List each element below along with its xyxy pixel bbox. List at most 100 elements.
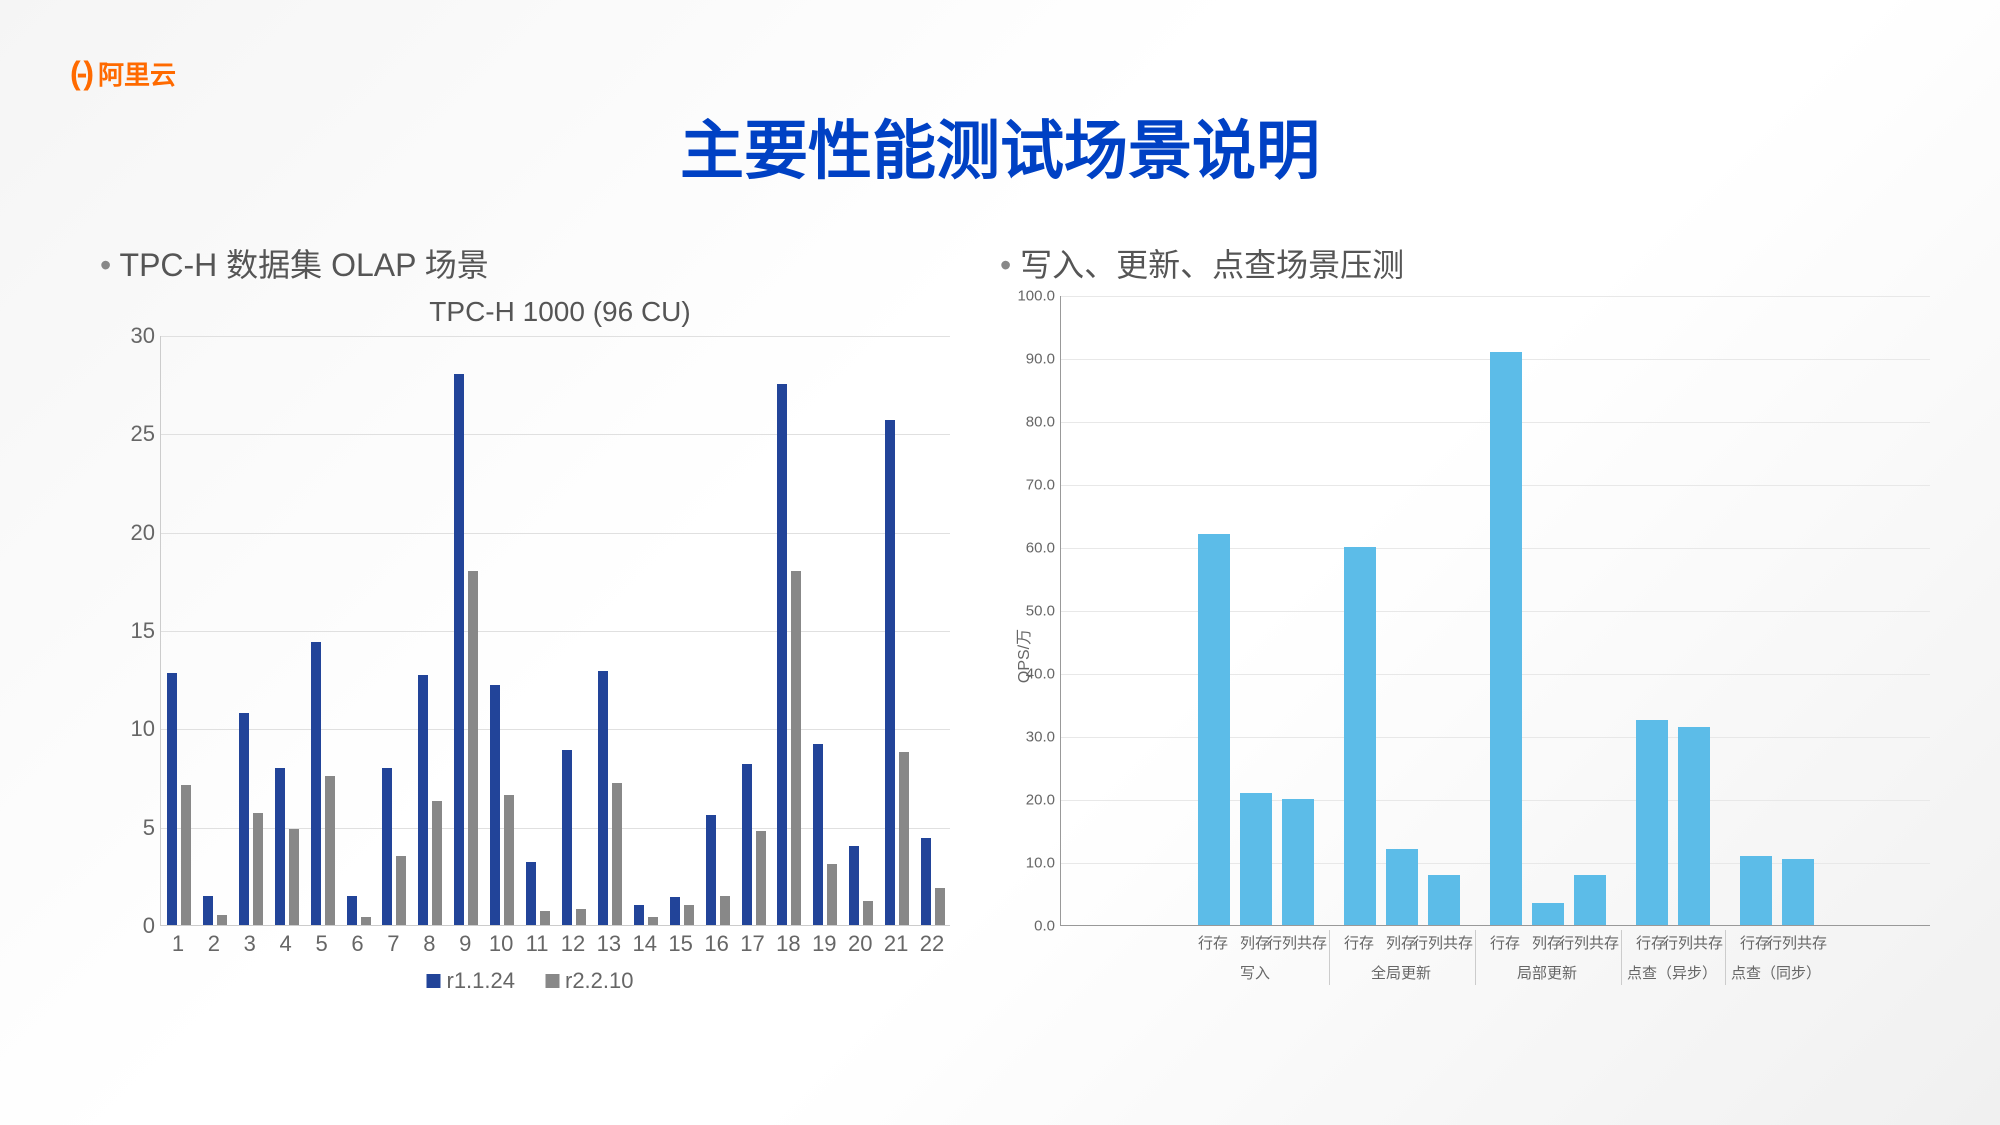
bar — [742, 764, 752, 925]
x-tick: 20 — [848, 931, 872, 957]
bar — [1532, 903, 1564, 925]
right-section: 写入、更新、点查场景压测 QPS/万 0.010.020.030.040.050… — [1000, 240, 1940, 1016]
bar — [562, 750, 572, 925]
left-bullet: TPC-H 数据集 OLAP 场景 — [100, 240, 960, 286]
x-tick: 5 — [315, 931, 327, 957]
tpch-chart: r1.1.24 r2.2.10 051015202530123456789101… — [100, 336, 960, 966]
x-tick: 17 — [740, 931, 764, 957]
bar — [670, 897, 680, 925]
bar — [275, 768, 285, 925]
y-tick: 0 — [100, 913, 155, 939]
y-tick: 70.0 — [1010, 477, 1055, 494]
bar — [899, 752, 909, 925]
bar — [217, 915, 227, 925]
x-tick: 14 — [633, 931, 657, 957]
bar — [1636, 720, 1668, 925]
bar — [468, 571, 478, 925]
y-tick: 40.0 — [1010, 666, 1055, 683]
x-group-label: 局部更新 — [1517, 962, 1577, 983]
bar — [684, 905, 694, 925]
x-group-label: 写入 — [1240, 962, 1270, 983]
y-tick: 0.0 — [1010, 918, 1055, 935]
y-tick: 10.0 — [1010, 855, 1055, 872]
bar — [382, 768, 392, 925]
bar — [253, 813, 263, 925]
bar — [1782, 859, 1814, 925]
left-section: TPC-H 数据集 OLAP 场景 TPC-H 1000 (96 CU) r1.… — [100, 240, 960, 966]
x-tick: 8 — [423, 931, 435, 957]
x-group-label: 全局更新 — [1371, 962, 1431, 983]
bar — [612, 783, 622, 925]
x-tick: 18 — [776, 931, 800, 957]
bar — [347, 896, 357, 926]
x-tick: 4 — [280, 931, 292, 957]
bar — [777, 384, 787, 925]
bar — [935, 888, 945, 925]
bar — [1198, 534, 1230, 925]
x-tick: 列存 — [1240, 932, 1270, 953]
x-tick: 行列共存 — [1767, 932, 1827, 953]
bar — [648, 917, 658, 925]
bar — [849, 846, 859, 925]
x-tick: 行存 — [1636, 932, 1666, 953]
qps-chart: QPS/万 0.010.020.030.040.050.060.070.080.… — [1000, 296, 1940, 1016]
legend-item: r2.2.10 — [545, 968, 634, 994]
bar — [1490, 352, 1522, 925]
x-tick: 行存 — [1740, 932, 1770, 953]
bar — [1240, 793, 1272, 925]
logo: (-) 阿里云 — [70, 55, 176, 92]
bar — [504, 795, 514, 925]
page-title: 主要性能测试场景说明 — [680, 100, 1320, 192]
bar — [791, 571, 801, 925]
bar — [598, 671, 608, 925]
bar — [418, 675, 428, 925]
y-tick: 25 — [100, 421, 155, 447]
x-tick: 21 — [884, 931, 908, 957]
bar — [813, 744, 823, 925]
x-tick: 行列共存 — [1663, 932, 1723, 953]
bar — [756, 831, 766, 925]
bar — [396, 856, 406, 925]
bar — [863, 901, 873, 925]
x-tick: 7 — [387, 931, 399, 957]
bar — [720, 896, 730, 926]
bar — [1282, 799, 1314, 925]
y-tick: 30.0 — [1010, 729, 1055, 746]
y-tick: 30 — [100, 323, 155, 349]
x-tick: 19 — [812, 931, 836, 957]
bar — [454, 374, 464, 925]
x-tick: 列存 — [1532, 932, 1562, 953]
bar — [203, 896, 213, 926]
y-tick: 20 — [100, 520, 155, 546]
bar — [526, 862, 536, 925]
y-tick: 20.0 — [1010, 792, 1055, 809]
bar — [289, 829, 299, 925]
x-tick: 12 — [561, 931, 585, 957]
bar — [827, 864, 837, 925]
x-tick: 行存 — [1198, 932, 1228, 953]
bar — [361, 917, 371, 925]
right-bullet: 写入、更新、点查场景压测 — [1000, 240, 1940, 286]
x-tick: 16 — [704, 931, 728, 957]
bar — [1740, 856, 1772, 925]
bar — [540, 911, 550, 925]
y-tick: 15 — [100, 618, 155, 644]
bar — [167, 673, 177, 925]
bar — [576, 909, 586, 925]
x-tick: 行列共存 — [1413, 932, 1473, 953]
bar — [1574, 875, 1606, 925]
x-group-label: 点查（同步） — [1731, 962, 1821, 983]
bar — [239, 713, 249, 925]
x-tick: 行列共存 — [1559, 932, 1619, 953]
y-tick: 10 — [100, 716, 155, 742]
x-tick: 列存 — [1386, 932, 1416, 953]
y-tick: 90.0 — [1010, 351, 1055, 368]
bar — [921, 838, 931, 925]
bar — [706, 815, 716, 925]
bar — [311, 642, 321, 925]
bar — [1428, 875, 1460, 925]
x-tick: 行列共存 — [1267, 932, 1327, 953]
x-tick: 2 — [208, 931, 220, 957]
bar — [181, 785, 191, 925]
x-tick: 行存 — [1490, 932, 1520, 953]
